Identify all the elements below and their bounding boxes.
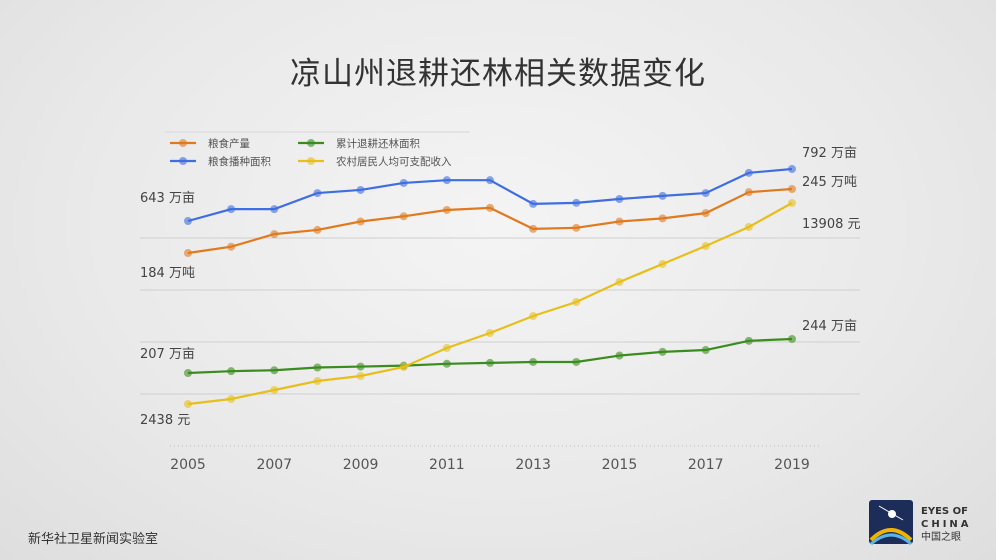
footer-credit: 新华社卫星新闻实验室 <box>28 532 159 547</box>
data-point <box>529 357 538 366</box>
data-point <box>486 176 494 185</box>
data-point <box>399 178 408 187</box>
data-point <box>701 242 710 251</box>
logo-line1: EYES OF <box>921 506 968 517</box>
data-point <box>529 224 538 233</box>
data-point <box>658 347 667 356</box>
legend-label: 粮食播种面积 <box>208 155 271 168</box>
data-point <box>356 362 365 371</box>
series-line <box>187 337 793 375</box>
series-end-label: 245 万吨 <box>802 175 857 190</box>
data-point <box>744 168 753 177</box>
data-point <box>442 205 451 214</box>
data-point <box>270 205 279 214</box>
line-chart: 2005 2007 2009 2011 2013 2015 2017 2019 184 万吨 24… <box>140 131 861 473</box>
data-point <box>227 367 236 376</box>
data-point <box>356 371 365 380</box>
data-point <box>572 223 581 232</box>
data-point <box>270 230 279 239</box>
data-point <box>615 195 624 204</box>
data-point <box>788 335 796 343</box>
data-point <box>486 358 494 367</box>
data-point <box>529 311 538 320</box>
data-point <box>529 199 538 208</box>
data-point <box>701 209 710 218</box>
series-end-label: 792 万亩 <box>802 145 857 161</box>
x-tick-label: 2009 <box>343 457 379 473</box>
data-point <box>227 395 236 404</box>
data-point <box>658 214 667 223</box>
data-point <box>184 249 192 257</box>
data-point <box>442 359 451 368</box>
data-point <box>572 357 581 366</box>
legend-label: 粮食产量 <box>208 137 250 150</box>
data-point <box>658 260 667 269</box>
chart-title: 凉山州退耕还林相关数据变化 <box>290 56 706 92</box>
data-point <box>184 369 192 377</box>
data-point <box>744 223 753 232</box>
data-point <box>270 366 279 375</box>
series-end-label: 13908 元 <box>802 217 861 232</box>
series-end-label: 244 万亩 <box>802 318 857 334</box>
data-point <box>788 165 796 173</box>
series-start-label: 2438 元 <box>140 413 190 428</box>
data-point <box>399 212 408 221</box>
data-point <box>227 205 236 214</box>
eyes-of-china-logo: EYES OF CHINA 中国之眼 <box>869 500 972 546</box>
data-point <box>701 189 710 198</box>
logo-line3: 中国之眼 <box>921 530 961 543</box>
legend-swatch-dot <box>307 157 315 165</box>
legend-swatch-dot <box>179 157 187 165</box>
data-point <box>442 343 451 352</box>
x-tick-label: 2011 <box>429 457 465 473</box>
data-point <box>658 191 667 200</box>
series-line <box>187 187 793 255</box>
data-point <box>184 400 192 408</box>
data-point <box>615 277 624 286</box>
data-point <box>572 297 581 306</box>
legend-label: 累计退耕还林面积 <box>336 137 420 150</box>
series-start-label: 184 万吨 <box>140 266 195 281</box>
data-point <box>313 363 322 372</box>
data-point <box>313 189 322 198</box>
data-point <box>442 176 451 185</box>
data-point <box>744 336 753 345</box>
data-point <box>572 198 581 207</box>
x-tick-label: 2017 <box>688 457 724 473</box>
x-tick-label: 2019 <box>774 457 810 473</box>
data-point <box>399 362 408 371</box>
data-point <box>788 199 796 207</box>
logo-line2: CHINA <box>921 519 972 530</box>
data-point <box>486 203 494 212</box>
legend-swatch-dot <box>307 139 315 147</box>
data-point <box>615 351 624 360</box>
data-point <box>313 225 322 234</box>
data-point <box>313 376 322 385</box>
x-tick-label: 2005 <box>170 457 206 473</box>
legend-label: 农村居民人均可支配收入 <box>336 155 452 168</box>
data-point <box>744 188 753 197</box>
legend-swatch-dot <box>179 139 187 147</box>
data-point <box>184 217 192 225</box>
series-start-label: 643 万亩 <box>140 190 195 206</box>
data-point <box>356 185 365 194</box>
data-point <box>788 185 796 193</box>
data-point <box>227 242 236 251</box>
data-point <box>270 385 279 394</box>
x-tick-label: 2015 <box>602 457 638 473</box>
x-tick-label: 2013 <box>515 457 551 473</box>
data-point <box>701 346 710 355</box>
data-point <box>486 328 494 337</box>
series-start-label: 207 万亩 <box>140 346 195 362</box>
data-point <box>615 217 624 226</box>
data-point <box>356 217 365 226</box>
x-tick-label: 2007 <box>256 457 292 473</box>
